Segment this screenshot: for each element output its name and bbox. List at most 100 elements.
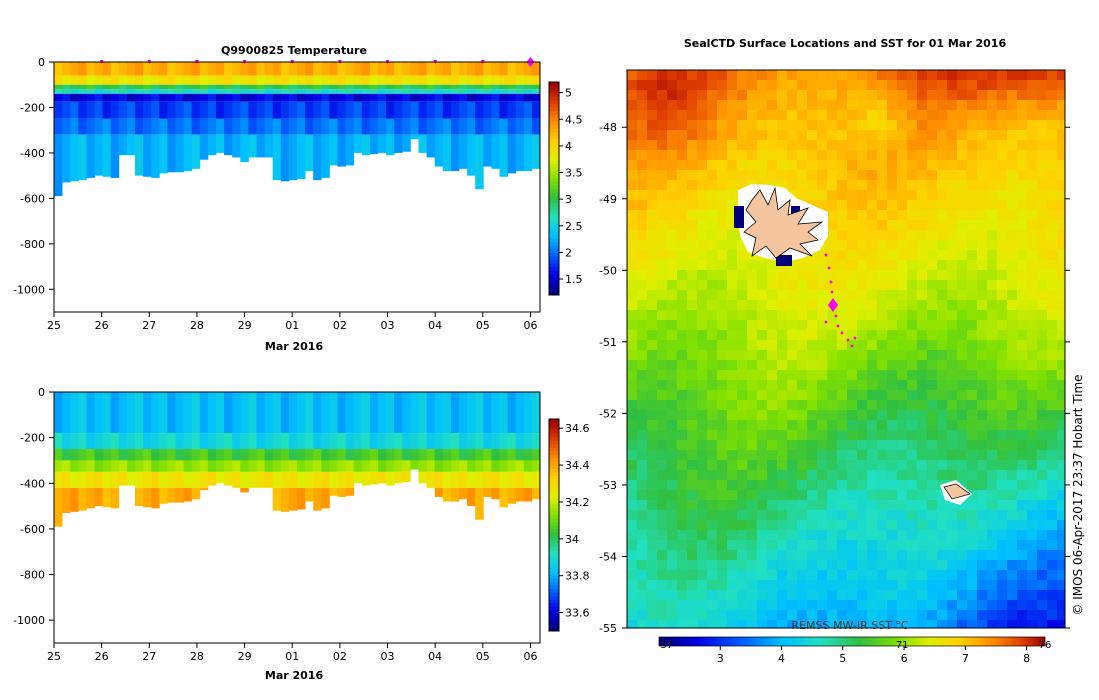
sst-cell — [957, 520, 968, 531]
sst-cell — [967, 470, 978, 481]
sst-map-panel: SealCTD Surface Locations and SST for 01… — [599, 37, 1085, 665]
sst-cell — [957, 190, 968, 201]
sst-cell — [677, 500, 688, 511]
sst-cell — [677, 70, 688, 81]
sst-cell — [637, 440, 648, 451]
sst-cell — [807, 150, 818, 161]
sst-cell — [1017, 390, 1028, 401]
sst-cell — [627, 200, 638, 211]
section-cell — [515, 487, 525, 502]
sst-cell — [897, 560, 908, 571]
sst-cell — [677, 260, 688, 271]
sst-cell — [867, 280, 878, 291]
sst-cell — [827, 360, 838, 371]
sst-cell — [667, 380, 678, 391]
sst-cell — [837, 320, 848, 331]
sst-cell — [817, 550, 828, 561]
sst-cell — [657, 290, 668, 301]
sst-cell — [747, 580, 758, 591]
sst-cell — [1017, 560, 1028, 571]
sst-cell — [837, 420, 848, 431]
section-cell — [418, 101, 427, 119]
sst-cell — [817, 100, 828, 111]
sst-cell — [757, 430, 768, 441]
section-cell — [175, 93, 184, 102]
colorbar-segment — [549, 581, 559, 586]
sst-cell — [1017, 570, 1028, 581]
sst-cell — [697, 140, 708, 151]
sst-cell — [797, 340, 808, 351]
sst-cell — [857, 580, 868, 591]
section-cell — [102, 93, 112, 102]
sst-cell — [867, 370, 878, 381]
section-cell — [450, 118, 460, 135]
sst-cell — [767, 560, 778, 571]
sst-cell — [917, 360, 928, 371]
section-cell — [305, 392, 314, 434]
sst-cell — [987, 520, 998, 531]
section-cell — [434, 433, 444, 450]
sst-cell — [837, 570, 848, 581]
sst-cell — [747, 70, 758, 81]
sst-cell — [627, 130, 638, 141]
section-cell — [426, 392, 436, 434]
sst-cell — [947, 340, 958, 351]
sst-cell — [1057, 520, 1065, 531]
sst-cell — [887, 610, 898, 621]
section-cell — [475, 101, 484, 119]
sst-cell — [657, 280, 668, 291]
sst-cell — [1057, 420, 1065, 431]
sst-cell — [837, 390, 848, 401]
colorbar-segment — [549, 252, 559, 257]
sst-cell — [727, 440, 738, 451]
sst-cell — [777, 280, 788, 291]
sst-cell — [807, 340, 818, 351]
sst-cell — [867, 220, 878, 231]
sst-cell — [847, 240, 858, 251]
sst-cell — [727, 180, 738, 191]
sst-cell — [847, 500, 858, 511]
section-cell — [191, 433, 201, 450]
section-cell — [491, 118, 500, 135]
sst-cell — [677, 110, 688, 121]
sst-cell — [677, 100, 688, 111]
sst-cell — [677, 230, 688, 241]
sst-cell — [957, 340, 968, 351]
colorbar-segment — [549, 563, 559, 568]
sst-cell — [827, 560, 838, 571]
section-cell — [345, 134, 355, 166]
section-cell — [410, 101, 419, 119]
sst-cell — [877, 210, 888, 221]
section-cell — [272, 134, 282, 181]
sst-cell — [1027, 240, 1038, 251]
section-cell — [353, 75, 363, 85]
sst-cell — [967, 400, 978, 411]
sst-cell — [1037, 100, 1048, 111]
sst-cell — [1037, 170, 1048, 181]
section-cell — [288, 460, 298, 472]
sst-cell — [707, 440, 718, 451]
sst-cell — [857, 90, 868, 101]
section-cell — [337, 134, 346, 167]
sst-cell — [917, 80, 928, 91]
sst-cell — [747, 550, 758, 561]
colorbar-segment — [549, 525, 559, 530]
sst-cell — [717, 440, 728, 451]
section-cell — [426, 62, 436, 76]
sst-cell — [667, 570, 678, 581]
section-cell — [280, 101, 290, 119]
sst-cell — [877, 200, 888, 211]
section-cell — [191, 134, 201, 169]
sst-cell — [657, 150, 668, 161]
sst-cell — [997, 250, 1008, 261]
colorbar-segment — [549, 124, 559, 129]
sst-cell — [897, 380, 908, 391]
sst-cell — [667, 160, 678, 171]
section-cell — [523, 118, 533, 135]
section-cell — [167, 118, 176, 135]
section-cell — [386, 449, 395, 461]
sst-cell — [877, 610, 888, 621]
section-cell — [369, 62, 379, 76]
section-cell — [159, 84, 168, 90]
section-cell — [264, 93, 274, 102]
